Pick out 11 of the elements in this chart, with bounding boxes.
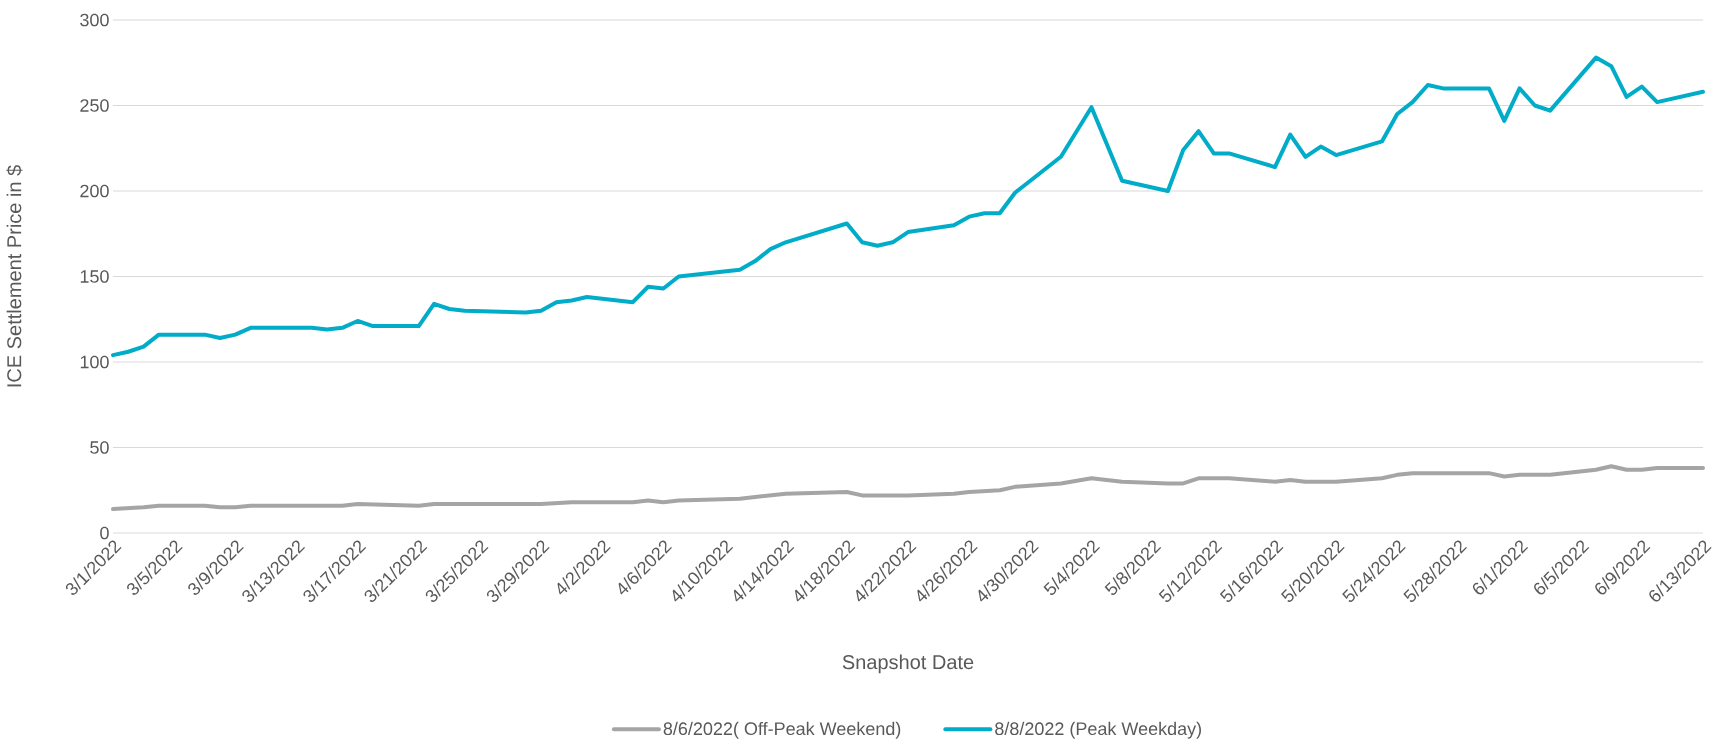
y-tick-label: 0 bbox=[100, 526, 109, 540]
x-axis-title: Snapshot Date bbox=[842, 654, 974, 674]
y-tick-label: 250 bbox=[80, 99, 109, 112]
y-tick-label: 150 bbox=[80, 270, 109, 283]
y-tick-label: 200 bbox=[80, 184, 109, 198]
legend-label: 8/8/2022 (Peak Weekday) bbox=[995, 721, 1201, 739]
y-tick-label: 100 bbox=[80, 355, 109, 369]
y-axis-title: ICE Settlement Price in $ bbox=[6, 165, 23, 387]
y-tick-label: 300 bbox=[80, 13, 109, 27]
legend-label: 8/6/2022( Off-Peak Weekend) bbox=[663, 721, 901, 739]
y-tick-label: 50 bbox=[90, 441, 109, 454]
